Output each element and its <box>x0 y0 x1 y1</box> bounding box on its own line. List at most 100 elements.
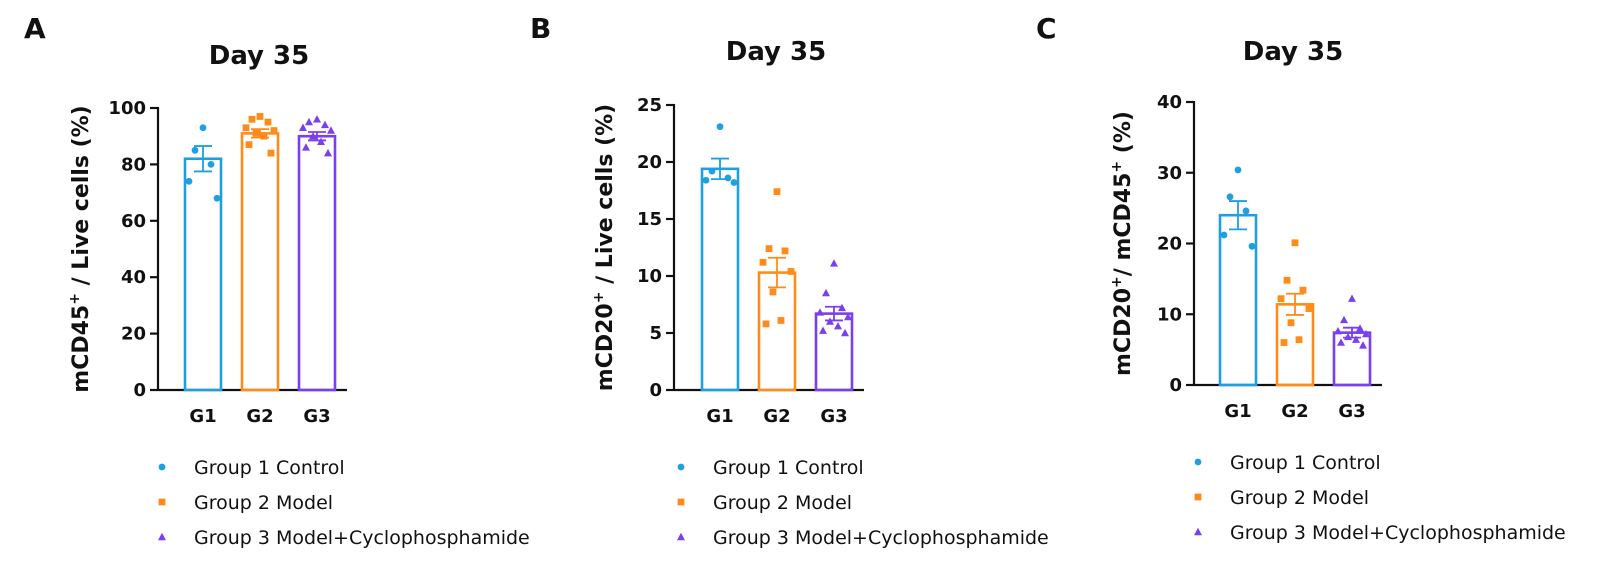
data-point <box>838 303 846 312</box>
y-tick-label: 15 <box>637 209 662 230</box>
data-point <box>207 161 215 168</box>
data-point <box>1234 166 1242 174</box>
data-point <box>1340 315 1348 324</box>
bar-G2 <box>757 271 797 392</box>
y-tick-label: 0 <box>1169 375 1182 396</box>
x-tick-label: G3 <box>303 406 330 427</box>
data-point <box>309 132 317 140</box>
panel-A: A Day 35 mCD45+ / Live cells (%) 0 20 40 60 80 1… <box>24 12 530 549</box>
data-point <box>1344 332 1352 341</box>
data-point <box>834 321 842 330</box>
bar-G1 <box>1218 213 1258 387</box>
legend-label: Group 3 Model+Cyclophosphamide <box>194 527 530 549</box>
y-axis-label: mCD45+ / Live cells (%) <box>67 105 94 392</box>
data-point <box>765 245 773 253</box>
data-point <box>1283 276 1291 284</box>
data-point <box>830 259 838 267</box>
data-point <box>213 194 221 202</box>
legend-marker <box>1194 458 1202 466</box>
data-point <box>305 117 313 126</box>
data-point <box>185 177 193 185</box>
bar-G3 <box>297 134 337 392</box>
y-tick-label: 20 <box>121 324 146 345</box>
bar-G1 <box>700 167 740 392</box>
y-tick-label: 10 <box>637 266 662 287</box>
bar-G3 <box>814 312 854 392</box>
data-point <box>1277 295 1285 303</box>
legend-label: Group 1 Control <box>194 457 345 479</box>
data-point <box>762 320 770 328</box>
x-tick-label: G2 <box>763 406 790 427</box>
panels: A Day 35 mCD45+ / Live cells (%) 0 20 40 60 80 1… <box>24 12 1566 549</box>
data-point <box>256 113 264 120</box>
data-point <box>1220 231 1228 239</box>
data-point <box>777 317 785 324</box>
data-point <box>1334 327 1342 335</box>
y-tick-label: 0 <box>133 380 146 401</box>
x-tick-label: G2 <box>1281 401 1308 422</box>
y-tick-label: 20 <box>637 152 662 173</box>
y-tick-label: 80 <box>121 154 146 175</box>
chart-title: Day 35 <box>1243 37 1344 67</box>
data-point <box>302 143 310 151</box>
data-point <box>702 176 710 184</box>
data-point <box>1248 242 1256 250</box>
data-point <box>819 326 827 334</box>
data-point <box>759 258 767 266</box>
data-point <box>245 141 253 149</box>
x-tick-label: G1 <box>1224 401 1251 422</box>
data-point <box>299 123 307 131</box>
legend-label: Group 1 Control <box>713 457 864 479</box>
x-tick-label: G2 <box>246 406 273 427</box>
data-point <box>1226 193 1234 201</box>
legend-marker <box>158 463 166 471</box>
data-point <box>1359 341 1367 349</box>
bar-G3 <box>1332 331 1372 387</box>
y-tick-label: 5 <box>649 323 662 344</box>
y-axis-label: mCD20+ / Live cells (%) <box>591 104 618 391</box>
legend-marker <box>1194 527 1202 536</box>
data-point <box>252 129 260 137</box>
data-point <box>1295 336 1303 344</box>
data-point <box>1242 207 1250 215</box>
data-point <box>1356 324 1364 332</box>
data-point <box>1305 305 1313 312</box>
panel-letter: A <box>24 12 46 45</box>
data-point <box>264 118 272 126</box>
y-tick-label: 100 <box>108 98 146 119</box>
data-point <box>270 127 278 134</box>
legend-label: Group 1 Control <box>1230 452 1381 474</box>
y-tick-label: 0 <box>649 380 662 401</box>
y-tick-label: 30 <box>1157 163 1182 184</box>
legend: Group 1 Control Group 2 Model Group 3 Mode… <box>1194 452 1566 544</box>
data-point <box>708 167 716 175</box>
data-point <box>1337 338 1345 346</box>
chart-title: Day 35 <box>726 37 827 67</box>
data-point <box>260 132 268 140</box>
x-tick-label: G3 <box>820 406 847 427</box>
y-tick-label: 60 <box>121 211 146 232</box>
data-point <box>724 174 732 182</box>
y-tick-label: 40 <box>121 267 146 288</box>
legend-marker <box>677 532 685 541</box>
bar-G1 <box>183 157 223 392</box>
data-point <box>1287 319 1295 327</box>
data-point <box>716 123 724 131</box>
x-tick-label: G1 <box>706 406 733 427</box>
legend-marker <box>677 463 685 471</box>
x-tick-label: G1 <box>189 406 216 427</box>
panel-B: B Day 35 mCD20+ / Live cells (%) 0 5 10 15 20 25… <box>530 12 1049 549</box>
legend-label: Group 3 Model+Cyclophosphamide <box>713 527 1049 549</box>
data-point <box>1280 339 1288 346</box>
data-point <box>730 179 738 186</box>
data-point <box>781 247 789 255</box>
panel-letter: B <box>530 12 551 45</box>
y-tick-label: 20 <box>1157 234 1182 255</box>
data-point <box>1352 335 1360 343</box>
data-point <box>1299 286 1307 294</box>
data-point <box>191 146 199 154</box>
legend-label: Group 2 Model <box>194 492 333 514</box>
data-point <box>317 137 325 146</box>
legend-marker <box>677 498 685 506</box>
data-point <box>787 268 795 275</box>
